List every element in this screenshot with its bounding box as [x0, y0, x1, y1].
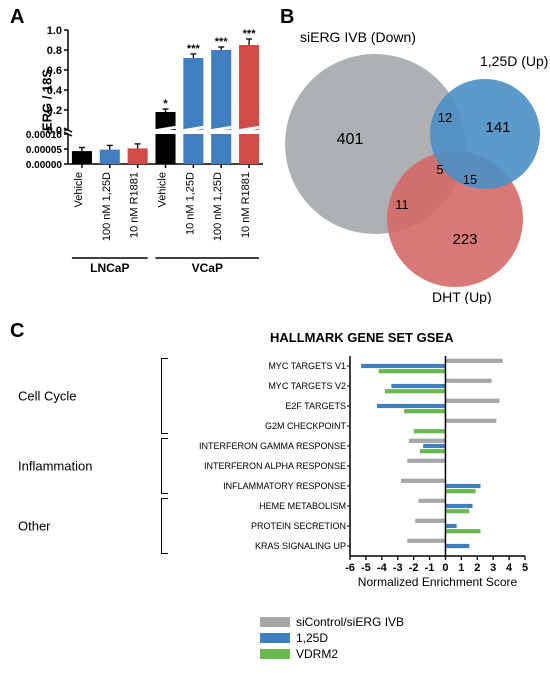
svg-text:-3: -3 [393, 562, 403, 574]
svg-text:MYC TARGETS V2: MYC TARGETS V2 [268, 381, 346, 391]
svg-text:15: 15 [463, 172, 477, 187]
svg-text:223: 223 [452, 231, 477, 248]
svg-text:0: 0 [442, 562, 448, 574]
svg-text:0.00000: 0.00000 [26, 160, 63, 171]
svg-text:100 nM 1,25D: 100 nM 1,25D [101, 172, 113, 241]
svg-text:***: *** [187, 43, 201, 55]
venn-diagram: siERG IVB (Down) 1,25D (Up) DHT (Up) 401 141… [280, 24, 548, 304]
svg-text:10 nM 1,25D: 10 nM 1,25D [184, 172, 196, 235]
svg-text:5: 5 [436, 162, 443, 177]
legend-c: siControl/siERG IVB 1,25D VDRM2 [260, 615, 404, 663]
svg-text:LNCaP: LNCaP [90, 261, 129, 275]
svg-text:siERG IVB (Down): siERG IVB (Down) [300, 29, 416, 45]
svg-text:-1: -1 [425, 562, 435, 574]
svg-text:INTERFERON GAMMA RESPONSE: INTERFERON GAMMA RESPONSE [199, 441, 346, 451]
svg-text:Vehicle: Vehicle [73, 172, 85, 207]
svg-text:MYC TARGETS V1: MYC TARGETS V1 [268, 361, 346, 371]
svg-text:PROTEIN SECRETION: PROTEIN SECRETION [251, 521, 346, 531]
svg-text:-6: -6 [345, 562, 355, 574]
panel-b: B siERG IVB (Down)1,25D (Up)DHT (Up)4011… [280, 0, 550, 310]
svg-text:0.00010: 0.00010 [26, 130, 63, 141]
bar-chart-a: 0.00.20.40.60.81.00.000000.000050.00010V… [58, 26, 268, 281]
svg-text:11: 11 [395, 197, 409, 212]
panel-a-ylabel: ERG / 18S [40, 69, 55, 131]
svg-text:401: 401 [337, 131, 364, 148]
svg-text:2: 2 [474, 562, 480, 574]
svg-text:VCaP: VCaP [192, 261, 223, 275]
panel-a-letter: A [10, 6, 24, 29]
svg-text:0.00005: 0.00005 [26, 145, 63, 156]
legend-item: siControl/siERG IVB [260, 615, 404, 629]
legend-item: 1,25D [260, 631, 404, 645]
svg-text:0.4: 0.4 [47, 85, 63, 97]
svg-text:0.2: 0.2 [47, 105, 62, 117]
svg-text:DHT (Up): DHT (Up) [432, 289, 492, 304]
svg-text:G2M CHECKPOINT: G2M CHECKPOINT [265, 421, 347, 431]
category-group: Other [18, 498, 178, 554]
svg-text:*: * [163, 98, 168, 110]
svg-text:1: 1 [458, 562, 464, 574]
svg-text:-2: -2 [409, 562, 419, 574]
svg-text:***: *** [215, 36, 229, 48]
svg-text:E2F TARGETS: E2F TARGETS [285, 401, 346, 411]
panel-a: A ERG / 18S 0.00.20.40.60.81.00.000000.0… [0, 0, 280, 295]
svg-text:INTERFERON ALPHA RESPONSE: INTERFERON ALPHA RESPONSE [204, 461, 346, 471]
svg-text:0.6: 0.6 [47, 65, 62, 77]
svg-text:HEME METABOLISM: HEME METABOLISM [259, 501, 346, 511]
svg-text:INFLAMMATORY RESPONSE: INFLAMMATORY RESPONSE [223, 481, 346, 491]
svg-text:***: *** [243, 28, 257, 40]
svg-text:10 nM R1881: 10 nM R1881 [129, 172, 141, 238]
svg-text:KRAS SIGNALING UP: KRAS SIGNALING UP [255, 541, 346, 551]
svg-text:0.8: 0.8 [47, 45, 62, 57]
panel-c-title: HALLMARK GENE SET GSEA [270, 330, 453, 345]
svg-text:3: 3 [490, 562, 496, 574]
svg-text:12: 12 [438, 110, 452, 125]
svg-text:1.0: 1.0 [47, 25, 62, 37]
svg-text:5: 5 [522, 562, 528, 574]
hbar-chart-c: MYC TARGETS V1 MYC TARGETS V2 E2F TARGETS G… [180, 354, 530, 584]
svg-text:-4: -4 [377, 562, 388, 574]
svg-text:Normalized Enrichment Score: Normalized Enrichment Score [358, 575, 518, 589]
svg-text:-5: -5 [361, 562, 371, 574]
svg-text:4: 4 [506, 562, 513, 574]
panel-c: C HALLMARK GENE SET GSEA MYC TARGETS V1M… [0, 320, 550, 676]
panel-c-letter: C [10, 320, 24, 343]
svg-text:100 nM 1,25D: 100 nM 1,25D [212, 172, 224, 241]
svg-text:141: 141 [485, 119, 510, 136]
category-group: Inflammation [18, 438, 178, 494]
svg-text:Vehicle: Vehicle [157, 172, 169, 207]
category-group: Cell Cycle [18, 358, 178, 434]
svg-text:10 nM R1881: 10 nM R1881 [240, 172, 252, 238]
svg-text:1,25D (Up): 1,25D (Up) [480, 53, 548, 69]
legend-item: VDRM2 [260, 647, 404, 661]
